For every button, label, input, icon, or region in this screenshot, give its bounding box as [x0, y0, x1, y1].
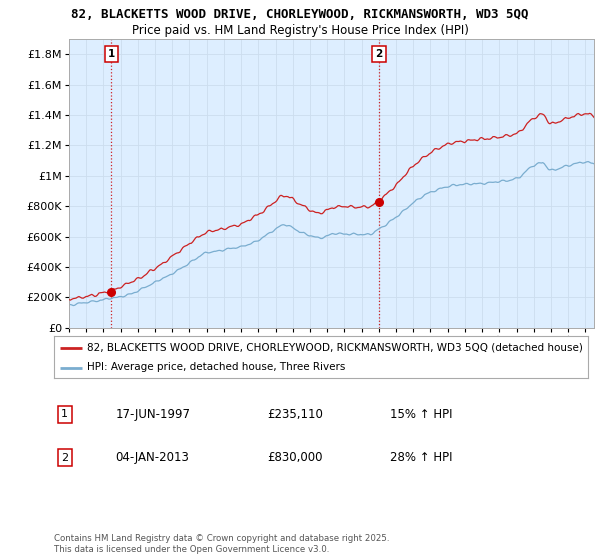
- Text: 82, BLACKETTS WOOD DRIVE, CHORLEYWOOD, RICKMANSWORTH, WD3 5QQ: 82, BLACKETTS WOOD DRIVE, CHORLEYWOOD, R…: [71, 8, 529, 21]
- Text: £830,000: £830,000: [268, 451, 323, 464]
- Text: 04-JAN-2013: 04-JAN-2013: [115, 451, 189, 464]
- Text: HPI: Average price, detached house, Three Rivers: HPI: Average price, detached house, Thre…: [87, 362, 346, 372]
- Text: Price paid vs. HM Land Registry's House Price Index (HPI): Price paid vs. HM Land Registry's House …: [131, 24, 469, 36]
- Text: 2: 2: [61, 452, 68, 463]
- Text: 1: 1: [61, 409, 68, 419]
- Text: 1: 1: [108, 49, 115, 59]
- Text: Contains HM Land Registry data © Crown copyright and database right 2025.
This d: Contains HM Land Registry data © Crown c…: [54, 534, 389, 554]
- Text: 17-JUN-1997: 17-JUN-1997: [115, 408, 190, 421]
- Text: £235,110: £235,110: [268, 408, 323, 421]
- Text: 28% ↑ HPI: 28% ↑ HPI: [391, 451, 453, 464]
- Text: 15% ↑ HPI: 15% ↑ HPI: [391, 408, 453, 421]
- Text: 2: 2: [376, 49, 383, 59]
- Text: 82, BLACKETTS WOOD DRIVE, CHORLEYWOOD, RICKMANSWORTH, WD3 5QQ (detached house): 82, BLACKETTS WOOD DRIVE, CHORLEYWOOD, R…: [87, 343, 583, 353]
